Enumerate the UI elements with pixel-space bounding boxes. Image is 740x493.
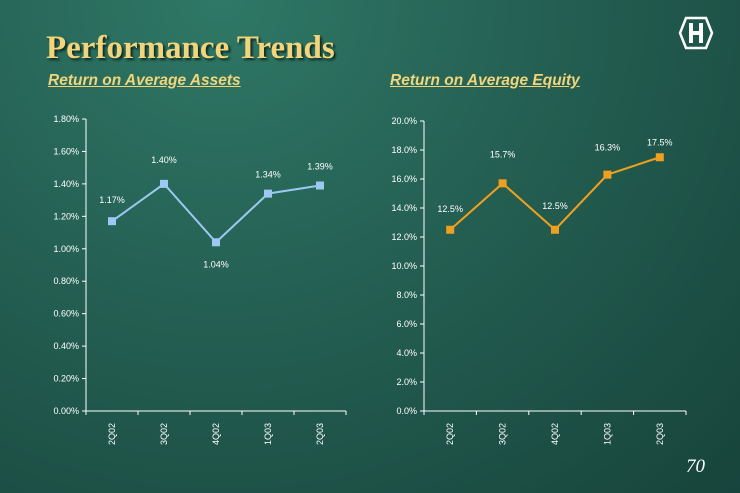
roe-y-tick-label: 12.0%: [391, 232, 417, 242]
roe-x-tick-label: 2Q03: [655, 423, 665, 445]
roe-data-label: 16.3%: [595, 143, 621, 153]
roa-chart-title: Return on Average Assets: [48, 72, 241, 89]
roe-x-tick-label: 1Q03: [602, 423, 612, 445]
roa-y-tick-label: 1.00%: [53, 244, 79, 254]
roa-y-tick-label: 0.20%: [53, 374, 79, 384]
roe-y-tick-label: 2.0%: [396, 377, 417, 387]
roe-series-line: [449, 156, 661, 232]
bank-logo-icon: [678, 16, 714, 50]
roe-y-tick-label: 18.0%: [391, 145, 417, 155]
roe-data-label: 12.5%: [437, 204, 463, 214]
roe-chart-title: Return on Average Equity: [390, 72, 580, 89]
roa-data-label: 1.40%: [151, 155, 177, 165]
roa-y-tick-label: 0.40%: [53, 341, 79, 351]
roa-y-tick-label: 1.80%: [53, 114, 79, 124]
roa-data-point: [108, 217, 116, 226]
roa-y-tick-label: 0.60%: [53, 309, 79, 319]
roa-data-point: [212, 238, 220, 247]
roe-y-tick-label: 10.0%: [391, 261, 417, 271]
roe-x-tick-label: 4Q02: [550, 423, 560, 445]
roe-data-point: [498, 179, 507, 188]
roa-y-tick-label: 1.60%: [53, 146, 79, 156]
roa-x-tick-label: 2Q02: [107, 423, 117, 445]
roe-y-tick-label: 4.0%: [396, 348, 417, 358]
roa-x-tick-label: 4Q02: [211, 423, 221, 445]
page-title: Performance Trends: [46, 30, 335, 66]
roa-data-point: [264, 189, 272, 198]
roa-data-point: [160, 179, 168, 188]
roe-y-tick-label: 14.0%: [391, 203, 417, 213]
roe-x-tick-label: 3Q02: [498, 423, 508, 445]
roa-y-tick-label: 1.40%: [53, 179, 79, 189]
roe-data-label: 15.7%: [490, 149, 516, 159]
roa-x-tick-label: 1Q03: [263, 423, 273, 445]
roe-data-point: [603, 170, 612, 179]
roe-y-tick-label: 8.0%: [396, 290, 417, 300]
roa-data-label: 1.04%: [203, 259, 229, 269]
roe-y-tick-label: 6.0%: [396, 319, 417, 329]
roa-data-label: 1.17%: [99, 195, 125, 205]
roe-y-tick-label: 16.0%: [391, 174, 417, 184]
roe-y-tick-label: 0.0%: [396, 406, 417, 416]
roe-data-point: [551, 225, 559, 234]
roe-data-label: 17.5%: [647, 137, 673, 147]
roa-x-tick-label: 3Q02: [159, 423, 169, 445]
roe-data-point: [446, 225, 455, 234]
roe-data-point: [655, 153, 664, 162]
page-number: 70: [686, 456, 705, 477]
roe-y-tick-label: 20.0%: [391, 116, 417, 126]
roa-y-tick-label: 0.00%: [53, 406, 79, 416]
roa-y-tick-label: 1.20%: [53, 211, 79, 221]
roe-data-label: 12.5%: [542, 201, 568, 211]
roa-x-tick-label: 2Q03: [315, 423, 325, 445]
roa-data-label: 1.39%: [307, 162, 333, 172]
roa-data-label: 1.34%: [255, 170, 281, 180]
roa-y-tick-label: 0.80%: [53, 276, 79, 286]
roe-x-tick-label: 2Q02: [445, 423, 455, 445]
roa-data-point: [316, 181, 324, 190]
